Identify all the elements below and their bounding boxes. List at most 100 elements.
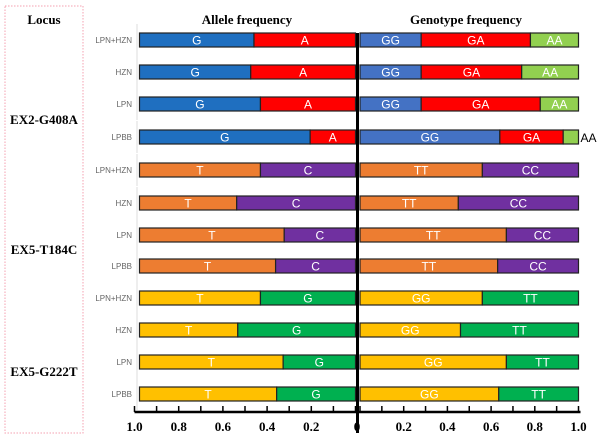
allele-frequency-title: Allele frequency <box>202 12 293 27</box>
x-tick-label: 0.4 <box>259 419 276 434</box>
group-label: LPN <box>116 358 132 367</box>
genotype-segment-label: CC <box>510 197 528 211</box>
x-tick-label: 0.6 <box>215 419 232 434</box>
allele-segment-label: C <box>304 164 313 178</box>
x-tick-label: 0.6 <box>483 419 500 434</box>
genotype-segment-label: AA <box>542 66 558 80</box>
genotype-segment-label: GG <box>421 131 440 145</box>
genotype-segment-label: TT <box>414 164 429 178</box>
locus-label: EX5-T184C <box>11 242 77 257</box>
group-label: LPN+HZN <box>95 36 132 45</box>
allele-bar-segment <box>276 386 357 402</box>
genotype-segment-label: TT <box>523 292 538 306</box>
genotype-segment-label: GA <box>463 66 480 80</box>
genotype-frequency-title: Genotype frequency <box>410 12 523 27</box>
allele-bar-segment <box>253 32 357 48</box>
allele-bar-segment <box>237 322 357 338</box>
allele-bar-segment <box>309 129 357 145</box>
genotype-segment-label: GG <box>412 292 431 306</box>
allele-segment-label: G <box>220 131 229 145</box>
genotype-segment-label: GG <box>381 34 400 48</box>
allele-segment-label: A <box>304 98 312 112</box>
allele-bar-segment <box>274 258 357 274</box>
allele-bar-segment <box>236 195 357 211</box>
group-label: HZN <box>116 199 133 208</box>
allele-segment-label: T <box>185 324 193 338</box>
genotype-bar-segment <box>529 32 580 48</box>
group-label: LPN <box>116 231 132 240</box>
allele-segment-label: A <box>301 34 309 48</box>
x-tick-label: 0.8 <box>171 419 188 434</box>
genotype-bar-segment <box>459 322 580 338</box>
locus-column-box <box>4 5 84 434</box>
group-label: LPN <box>116 100 132 109</box>
locus-header: Locus <box>27 12 60 27</box>
x-tick-label: 1.0 <box>570 419 586 434</box>
genotype-bar-segment <box>539 96 580 112</box>
x-tick-label: 1.0 <box>126 419 142 434</box>
genotype-segment-label: GG <box>401 324 420 338</box>
allele-bar-segment <box>282 354 357 370</box>
genotype-bar-segment <box>498 386 580 402</box>
group-label: HZN <box>116 326 133 335</box>
genotype-segment-label: GG <box>420 388 439 402</box>
allele-segment-label: C <box>316 229 325 243</box>
x-tick-label: 0.4 <box>439 419 456 434</box>
genotype-segment-label: GA <box>467 34 484 48</box>
x-tick-label: 0.2 <box>303 419 319 434</box>
locus-label: EX5-G222T <box>10 364 78 379</box>
group-label: LPBB <box>112 390 132 399</box>
genotype-segment-label: CC <box>529 260 547 274</box>
allele-bar-segment <box>259 290 357 306</box>
genotype-segment-label: CC <box>522 164 540 178</box>
allele-segment-label: G <box>315 356 324 370</box>
allele-segment-label: G <box>195 98 204 112</box>
allele-segment-label: A <box>329 131 337 145</box>
allele-segment-label: T <box>204 260 212 274</box>
genotype-bar-segment <box>481 290 580 306</box>
genotype-bar-segment <box>505 354 580 370</box>
allele-segment-label: G <box>303 292 312 306</box>
allele-bar-segment <box>259 96 357 112</box>
allele-segment-label: T <box>208 356 216 370</box>
genotype-segment-label: CC <box>534 229 552 243</box>
locus-label: EX2-G408A <box>10 112 79 127</box>
genotype-segment-label: TT <box>512 324 527 338</box>
genotype-segment-label: GA <box>523 131 540 145</box>
allele-segment-label: G <box>190 66 199 80</box>
group-label: HZN <box>116 68 133 77</box>
allele-segment-label: C <box>311 260 320 274</box>
genotype-bar-segment <box>457 195 580 211</box>
allele-segment-label: G <box>292 324 301 338</box>
genotype-segment-label: TT <box>421 260 436 274</box>
allele-segment-label: G <box>311 388 320 402</box>
allele-bar-segment <box>250 64 357 80</box>
genotype-bar-segment <box>521 64 580 80</box>
genotype-bar-segment <box>505 227 580 243</box>
group-label: LPBB <box>112 262 132 271</box>
genotype-bar-segment <box>481 162 580 178</box>
group-label: LPBB <box>112 133 132 142</box>
genotype-bar-segment <box>562 129 580 145</box>
genotype-outside-label: AA <box>581 131 597 145</box>
genotype-segment-label: GG <box>381 98 400 112</box>
allele-segment-label: C <box>292 197 301 211</box>
genotype-segment-label: TT <box>531 388 546 402</box>
genotype-segment-label: GA <box>472 98 489 112</box>
allele-segment-label: T <box>184 197 192 211</box>
allele-segment-label: T <box>196 292 204 306</box>
genotype-segment-label: AA <box>551 98 567 112</box>
allele-segment-label: T <box>204 388 212 402</box>
genotype-segment-label: AA <box>546 34 562 48</box>
allele-segment-label: T <box>196 164 204 178</box>
genotype-segment-label: TT <box>402 197 417 211</box>
group-label: LPN+HZN <box>95 294 132 303</box>
group-label: LPN+HZN <box>95 166 132 175</box>
allele-segment-label: G <box>192 34 201 48</box>
x-tick-label: 0.8 <box>527 419 544 434</box>
genotype-bar-segment <box>497 258 580 274</box>
genotype-segment-label: TT <box>426 229 441 243</box>
allele-segment-label: A <box>299 66 307 80</box>
x-tick-label: 0.2 <box>396 419 412 434</box>
